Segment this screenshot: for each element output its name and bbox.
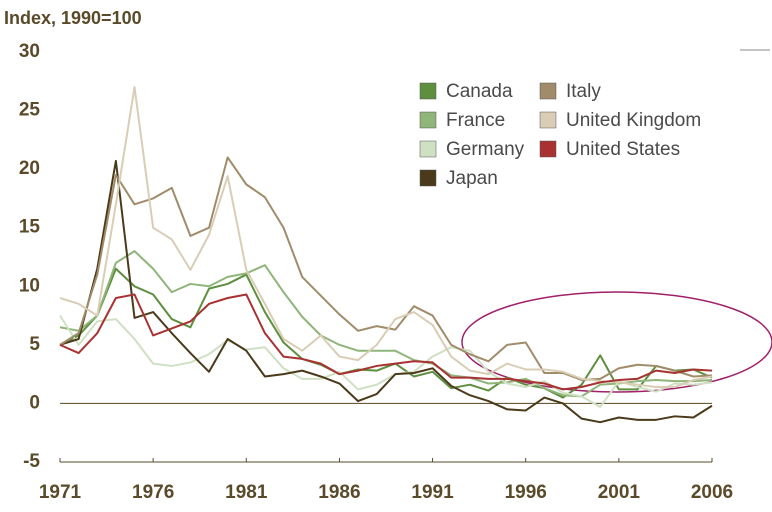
y-tick-label: 5: [29, 334, 40, 355]
chart-title: Index, 1990=100: [4, 8, 142, 28]
x-tick-label: 2006: [691, 482, 733, 503]
legend-swatch: [419, 111, 437, 129]
x-tick-label: 2001: [598, 482, 641, 503]
series-line: [59, 267, 713, 399]
legend-swatch: [539, 140, 557, 158]
legend-swatch: [419, 140, 437, 158]
series-line: [59, 250, 713, 398]
series-line: [59, 315, 713, 408]
y-tick-label: 0: [29, 392, 40, 413]
y-tick-label: 25: [19, 100, 41, 121]
legend-swatch: [419, 82, 437, 100]
x-tick-label: 1981: [225, 482, 268, 503]
y-tick-label: 10: [19, 275, 40, 296]
series-line: [59, 293, 713, 391]
legend-swatch: [539, 111, 557, 129]
series-line: [59, 156, 713, 381]
x-tick-label: 1976: [132, 482, 174, 503]
legend-label: United Kingdom: [566, 110, 701, 131]
legend-label: Italy: [566, 81, 601, 102]
x-tick-label: 1991: [411, 482, 454, 503]
y-tick-label: 15: [19, 217, 41, 238]
x-tick-label: 1971: [39, 482, 82, 503]
y-tick-label: 30: [19, 41, 40, 62]
series-line: [59, 86, 713, 389]
legend-label: Germany: [446, 139, 525, 160]
y-tick-label: -5: [23, 451, 40, 472]
x-tick-label: 1986: [318, 482, 360, 503]
legend-swatch: [419, 169, 437, 187]
legend-label: France: [446, 110, 505, 131]
legend-label: Japan: [446, 168, 498, 189]
y-tick-label: 20: [19, 158, 40, 179]
legend-swatch: [539, 82, 557, 100]
highlight-ellipse: [461, 291, 772, 393]
legend-label: United States: [566, 139, 680, 160]
legend-label: Canada: [446, 81, 513, 102]
x-tick-label: 1996: [505, 482, 547, 503]
